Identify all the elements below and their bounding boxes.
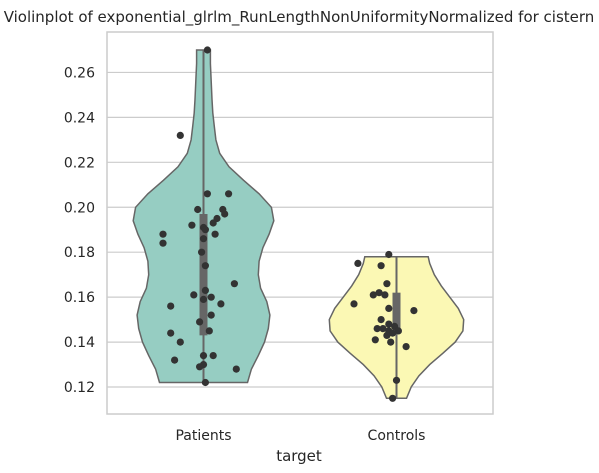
y-tick-label-7: 0.26 <box>64 65 95 81</box>
point-patients-22 <box>200 296 207 303</box>
point-patients-2 <box>204 190 211 197</box>
point-patients-24 <box>167 303 174 310</box>
point-patients-34 <box>196 363 203 370</box>
point-controls-1 <box>354 260 361 267</box>
point-patients-36 <box>202 379 209 386</box>
point-patients-15 <box>200 235 207 242</box>
point-controls-0 <box>385 251 392 258</box>
point-patients-3 <box>225 190 232 197</box>
point-controls-10 <box>378 316 385 323</box>
point-patients-27 <box>206 327 213 334</box>
point-patients-1 <box>177 132 184 139</box>
point-patients-4 <box>194 206 201 213</box>
point-patients-8 <box>210 219 217 226</box>
point-patients-30 <box>200 352 207 359</box>
point-patients-16 <box>198 249 205 256</box>
y-tick-label-3: 0.18 <box>64 245 95 261</box>
point-controls-7 <box>350 300 357 307</box>
point-patients-28 <box>167 330 174 337</box>
point-patients-13 <box>159 231 166 238</box>
point-patients-18 <box>231 280 238 287</box>
x-tick-label-0: Patients <box>175 428 231 444</box>
x-axis-label: target <box>276 447 322 465</box>
point-patients-32 <box>171 357 178 364</box>
point-controls-8 <box>410 307 417 314</box>
point-controls-2 <box>378 262 385 269</box>
y-tick-label-6: 0.24 <box>64 110 95 126</box>
point-controls-20 <box>387 339 394 346</box>
y-tick-labels: 0.12 0.14 0.16 0.18 0.20 0.22 0.24 0.26 <box>64 65 95 396</box>
point-controls-21 <box>403 343 410 350</box>
x-tick-label-1: Controls <box>368 428 426 444</box>
y-tick-label-2: 0.16 <box>64 290 95 306</box>
point-patients-0 <box>204 46 211 53</box>
point-patients-19 <box>202 287 209 294</box>
y-tick-label-5: 0.22 <box>64 155 95 171</box>
y-tick-label-0: 0.12 <box>64 380 95 396</box>
point-controls-6 <box>381 291 388 298</box>
point-patients-11 <box>202 226 209 233</box>
point-patients-17 <box>202 262 209 269</box>
point-patients-12 <box>212 231 219 238</box>
point-controls-18 <box>383 332 390 339</box>
point-patients-21 <box>208 294 215 301</box>
point-patients-14 <box>159 240 166 247</box>
point-patients-25 <box>208 312 215 319</box>
point-patients-29 <box>177 339 184 346</box>
point-patients-23 <box>217 300 224 307</box>
y-tick-label-4: 0.20 <box>64 200 95 216</box>
point-controls-3 <box>383 280 390 287</box>
point-patients-9 <box>188 222 195 229</box>
point-controls-14 <box>374 325 381 332</box>
point-patients-35 <box>233 366 240 373</box>
point-controls-22 <box>393 377 400 384</box>
point-patients-6 <box>221 210 228 217</box>
point-patients-26 <box>196 318 203 325</box>
point-controls-19 <box>372 336 379 343</box>
point-patients-20 <box>190 291 197 298</box>
point-controls-23 <box>389 395 396 402</box>
violins <box>133 50 464 398</box>
y-tick-label-1: 0.14 <box>64 335 95 351</box>
x-tick-labels: Patients Controls <box>175 428 425 444</box>
point-controls-9 <box>385 305 392 312</box>
point-patients-31 <box>210 352 217 359</box>
chart-title: Violinplot of exponential_glrlm_RunLengt… <box>4 8 595 27</box>
